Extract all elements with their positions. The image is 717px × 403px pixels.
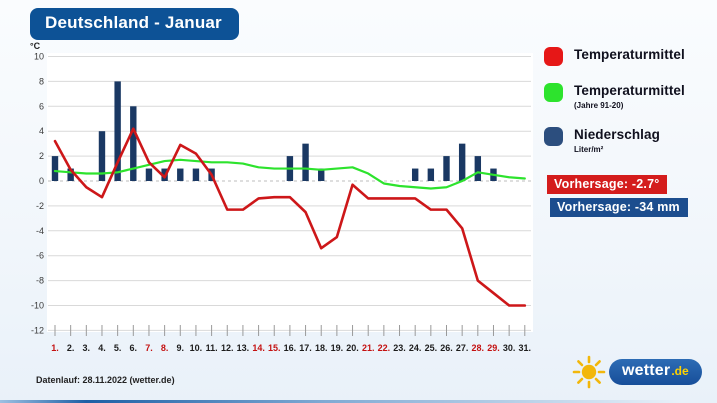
precip-bar (427, 168, 435, 181)
y-tick-label: -10 (31, 301, 44, 311)
x-tick-label: 16. (284, 343, 297, 353)
x-tick-label: 21. (362, 343, 375, 353)
precip-bar (474, 156, 482, 181)
wetter-de-logo: wetter .de (572, 354, 702, 390)
x-tick-label: 29. (487, 343, 500, 353)
x-tick-label: 6. (130, 343, 138, 353)
precip-bar (67, 168, 74, 181)
y-tick-label: -4 (36, 226, 44, 236)
bottom-accent-bar (0, 400, 717, 403)
data-run-timestamp: Datenlauf: 28.11.2022 (wetter.de) (36, 375, 175, 385)
x-tick-label: 5. (114, 343, 122, 353)
climate-mean-swatch-icon (544, 83, 563, 102)
x-tick-label: 31. (519, 343, 532, 353)
precip-bar (458, 143, 466, 181)
x-tick-label: 12. (221, 343, 234, 353)
y-tick-label: 0 (39, 176, 44, 186)
legend-item-temperaturmittel: Temperaturmittel (544, 46, 716, 66)
forecast-temperature-badge: Vorhersage: -2.7° (547, 175, 668, 194)
x-tick-label: 18. (315, 343, 328, 353)
precip-bar (443, 156, 450, 181)
x-tick-label: 14. (252, 343, 265, 353)
legend-label: Temperaturmittel (574, 47, 685, 62)
legend-label: Temperaturmittel (574, 83, 685, 98)
x-tick-label: 9. (177, 343, 185, 353)
precip-bar (177, 168, 184, 181)
precip-bar (302, 143, 309, 181)
x-tick-label: 26. (440, 343, 453, 353)
page-title: Deutschland - Januar (30, 8, 239, 40)
y-tick-label: 10 (34, 52, 44, 62)
x-tick-label: 28. (472, 343, 485, 353)
x-tick-label: 13. (237, 343, 250, 353)
forecast-precipitation-badge: Vorhersage: -34 mm (550, 198, 688, 217)
x-tick-label: 27. (456, 343, 469, 353)
wetter-de-wordmark: wetter .de (609, 359, 702, 385)
y-tick-label: 2 (39, 151, 44, 161)
y-tick-label: 6 (39, 101, 44, 111)
x-tick-label: 24. (409, 343, 422, 353)
y-tick-label: -8 (36, 276, 44, 286)
x-tick-label: 19. (331, 343, 344, 353)
precip-bar (51, 156, 59, 181)
x-tick-label: 2. (67, 343, 75, 353)
x-tick-label: 22. (378, 343, 391, 353)
y-tick-label: 8 (39, 76, 44, 86)
x-tick-label: 8. (161, 343, 169, 353)
x-tick-label: 15. (268, 343, 281, 353)
legend-sublabel: Liter/m² (574, 145, 604, 154)
y-tick-label: -2 (36, 201, 44, 211)
x-tick-label: 17. (299, 343, 312, 353)
x-tick-label: 20. (346, 343, 359, 353)
y-axis-unit: °C (30, 41, 41, 51)
x-tick-label: 11. (206, 343, 218, 353)
x-tick-label: 1. (51, 343, 59, 353)
climate-mean-line (53, 158, 526, 190)
precip-bar (98, 131, 106, 181)
x-tick-label: 3. (83, 343, 91, 353)
sun-icon (572, 355, 606, 389)
precip-bar (192, 168, 200, 181)
y-tick-label: 4 (39, 126, 44, 136)
precip-swatch-icon (544, 127, 563, 146)
precip-bar (411, 168, 419, 181)
legend-sublabel: (Jahre 91-20) (574, 101, 624, 110)
x-tick-label: 23. (393, 343, 406, 353)
x-tick-label: 25. (425, 343, 438, 353)
precip-bar (114, 81, 121, 181)
precip-bar (145, 168, 153, 181)
legend-item-niederschlag: Niederschlag Liter/m² (544, 126, 716, 154)
logo-name: wetter (622, 362, 671, 379)
x-tick-label: 10. (190, 343, 203, 353)
legend-label: Niederschlag (574, 127, 660, 142)
logo-tld: .de (671, 364, 689, 378)
precip-bar (130, 106, 137, 181)
temperature-line (53, 127, 527, 307)
y-tick-label: -6 (36, 251, 44, 261)
precip-bar (318, 168, 325, 181)
legend-item-klimamittel: Temperaturmittel (Jahre 91-20) (544, 82, 716, 110)
x-tick-label: 30. (503, 343, 516, 353)
temp-mean-swatch-icon (544, 47, 563, 66)
y-tick-label: -12 (31, 325, 44, 335)
plot-area (47, 53, 533, 332)
x-tick-label: 7. (145, 343, 153, 353)
x-tick-label: 4. (98, 343, 106, 353)
chart-legend: Temperaturmittel Temperaturmittel (Jahre… (544, 46, 716, 170)
